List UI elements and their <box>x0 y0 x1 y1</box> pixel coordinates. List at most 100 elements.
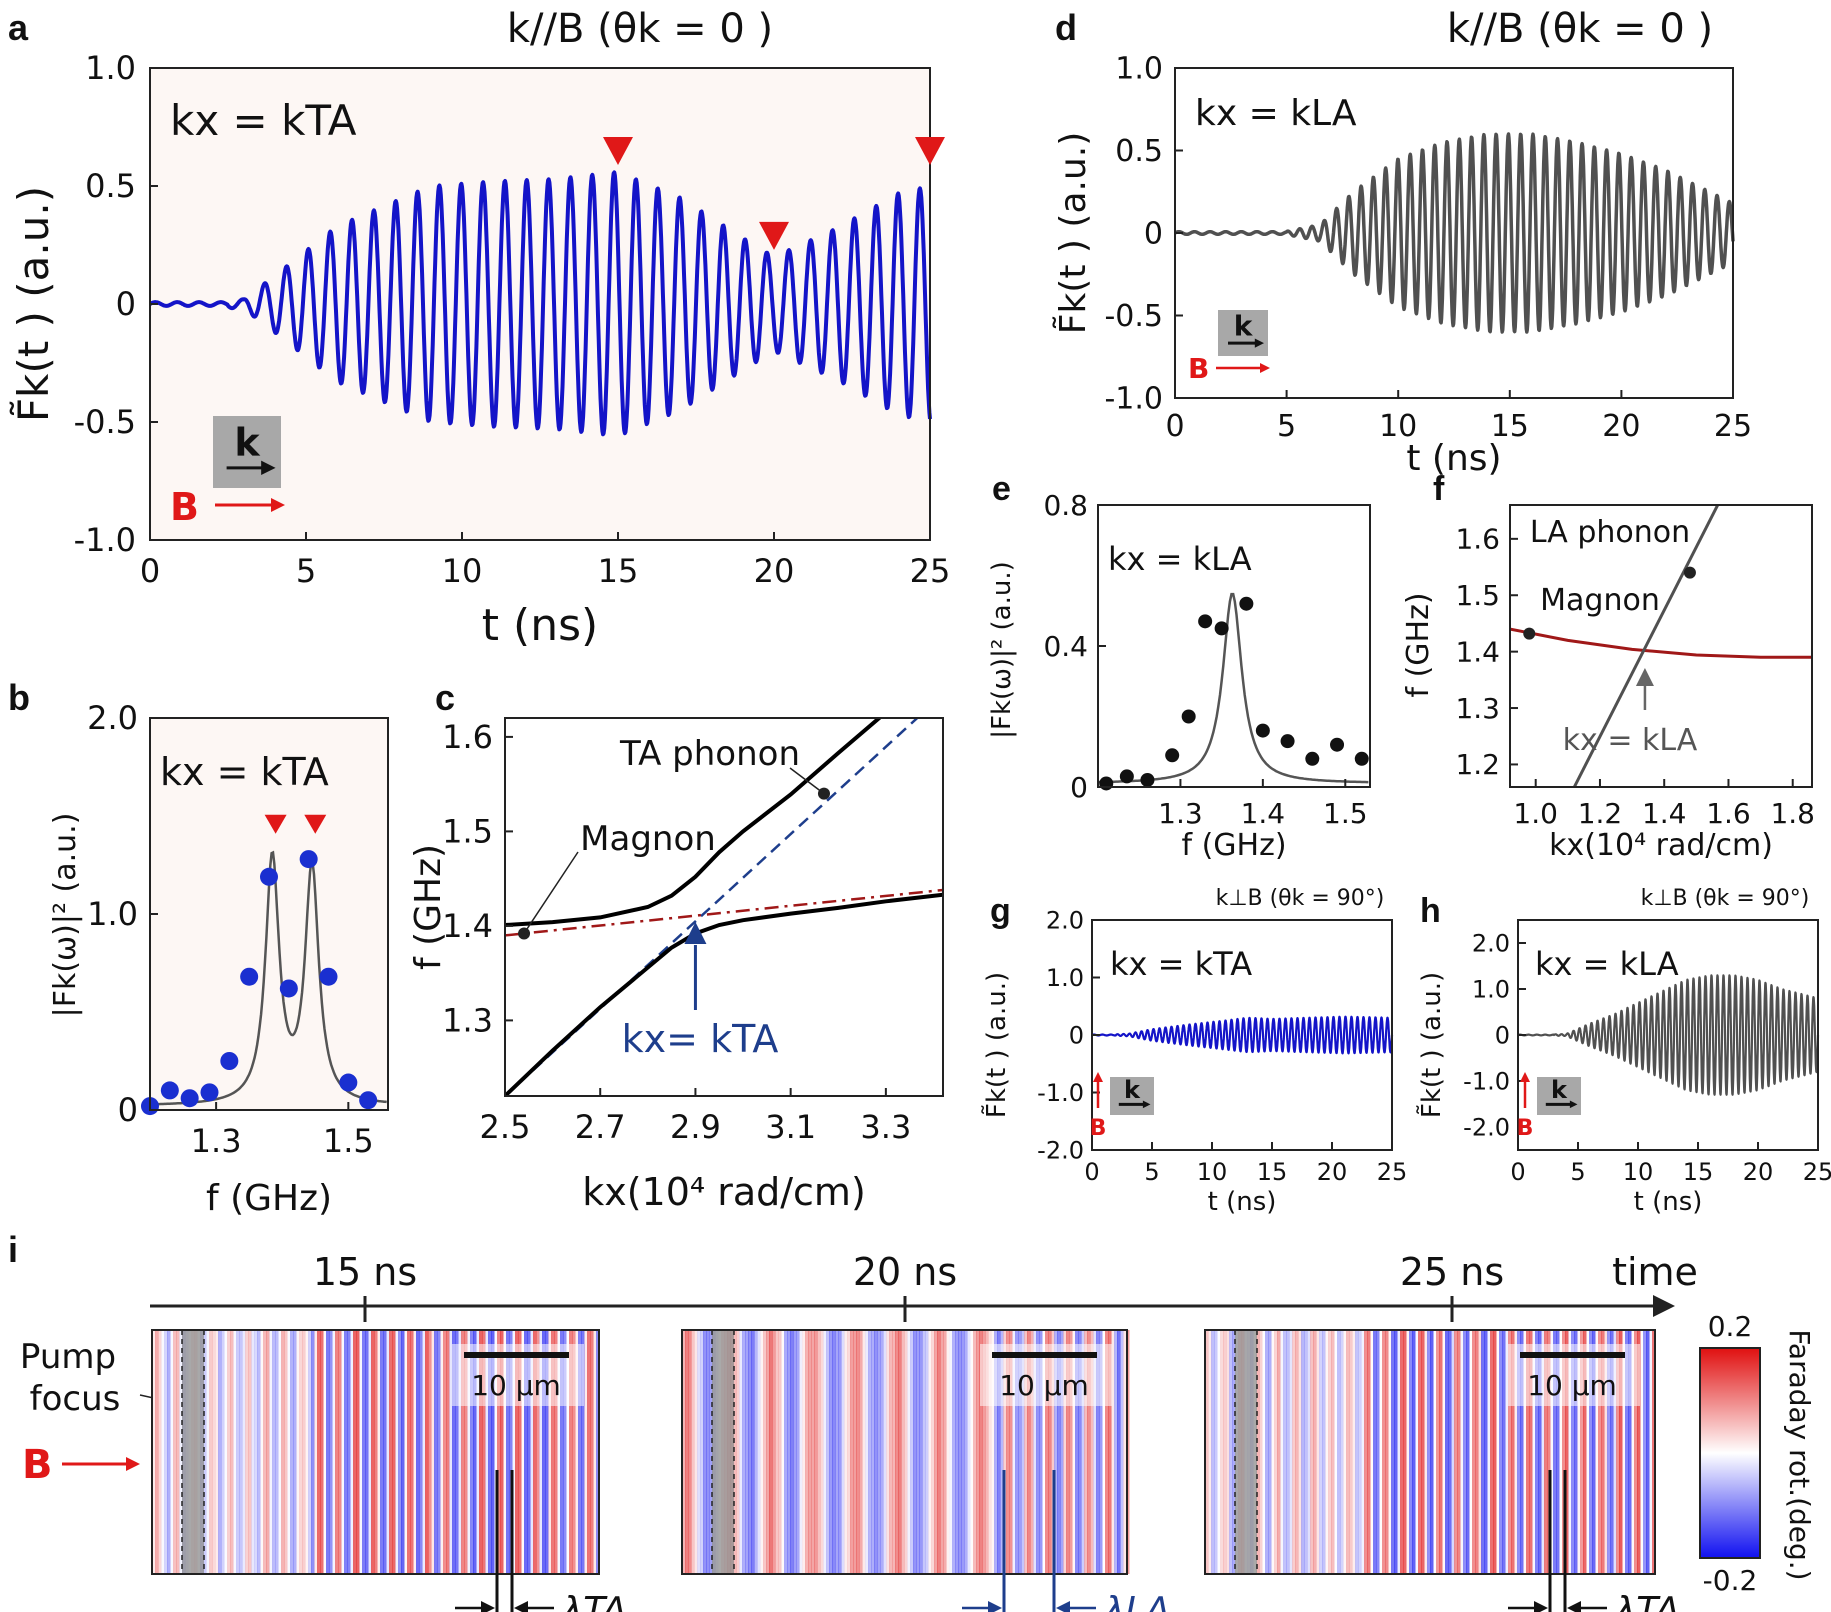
heatmap-stripe <box>248 1330 252 1574</box>
arrow-head <box>126 1457 140 1471</box>
data-point <box>1198 614 1213 629</box>
data-point <box>200 1083 219 1102</box>
heatmap-stripe <box>287 1330 291 1574</box>
heatmap-stripe <box>1580 1330 1584 1574</box>
heatmap-stripe <box>305 1330 309 1574</box>
heatmap-stripe <box>527 1330 531 1574</box>
heatmap-stripe <box>254 1330 258 1574</box>
heatmap-stripe <box>1343 1330 1347 1574</box>
data-point <box>180 1089 199 1108</box>
pump-label-1: Pump <box>20 1337 116 1377</box>
heatmap-stripe <box>383 1330 387 1574</box>
heatmap-stripe <box>1634 1330 1638 1574</box>
k-vector-box <box>1218 310 1268 356</box>
heatmap-stripe <box>1069 1330 1073 1574</box>
heatmap-stripe <box>790 1330 794 1574</box>
heatmap-stripe <box>1304 1330 1308 1574</box>
heatmap-stripe <box>1385 1330 1389 1574</box>
x-tick-label: 25 <box>910 552 951 590</box>
heatmap-stripe <box>176 1330 180 1574</box>
heatmap-stripe <box>961 1330 965 1574</box>
heatmap-stripe <box>536 1330 540 1574</box>
heatmap-stripe <box>386 1330 390 1574</box>
data-point <box>1683 566 1696 579</box>
heatmap-stripe <box>1262 1330 1266 1574</box>
data-point <box>1140 772 1155 787</box>
heatmap-stripe <box>1361 1330 1365 1574</box>
heatmap-stripe <box>245 1330 249 1574</box>
heatmap-stripe <box>275 1330 279 1574</box>
y-tick-label: 0.4 <box>1043 630 1088 663</box>
heatmap-stripe <box>1352 1330 1356 1574</box>
heatmap-stripe <box>1036 1330 1040 1574</box>
heatmap-stripe <box>1589 1330 1593 1574</box>
heatmap-stripe <box>793 1330 797 1574</box>
x-axis-label: f (GHz) <box>206 1178 332 1219</box>
data-point <box>1165 748 1180 763</box>
heatmap-stripe <box>1424 1330 1428 1574</box>
heatmap-stripe <box>1457 1330 1461 1574</box>
panel-label: f <box>1433 470 1445 508</box>
heatmap-stripe <box>1006 1330 1010 1574</box>
x-tick-label: 10 <box>1623 1158 1654 1186</box>
heatmap-stripe <box>1460 1330 1464 1574</box>
y-tick-label: -2.0 <box>1463 1113 1510 1141</box>
heatmap-stripe <box>1217 1330 1221 1574</box>
heatmap-stripe <box>904 1330 908 1574</box>
panel-label: e <box>992 470 1011 508</box>
x-tick-label: 20 <box>1602 409 1640 444</box>
heatmap-stripe <box>997 1330 1001 1574</box>
heatmap-stripe <box>212 1330 216 1574</box>
x-tick-label: 1.2 <box>1578 797 1623 830</box>
heatmap-stripe <box>703 1330 707 1574</box>
heatmap-stripe <box>1063 1330 1067 1574</box>
heatmap-stripe <box>581 1330 585 1574</box>
y-tick-label: 1.6 <box>1455 523 1500 556</box>
plot-frame <box>149 67 931 541</box>
heatmap-stripe <box>1039 1330 1043 1574</box>
k-label: k <box>1551 1076 1568 1104</box>
y-tick-label: 0 <box>118 1091 138 1129</box>
red-triangle-marker <box>264 814 287 834</box>
x-tick-label: 2.9 <box>670 1108 721 1146</box>
data-point <box>160 1081 179 1100</box>
heatmap-stripe <box>838 1330 842 1574</box>
heatmap-stripe <box>1310 1330 1314 1574</box>
heatmap-stripe <box>473 1330 477 1574</box>
panel-c: c Magnon TA phonon kx= kTA 2.5 2.7 2.9 3.1 3.3 1.… <box>408 677 944 1214</box>
annotation-kx: kx = kLA <box>1195 93 1357 134</box>
heatmap-stripe <box>1066 1330 1070 1574</box>
heatmap-stripe <box>1577 1330 1581 1574</box>
heatmap-stripe <box>179 1330 183 1574</box>
panel-label: d <box>1055 7 1077 48</box>
heatmap-stripe <box>1541 1330 1545 1574</box>
heatmap-stripe <box>1649 1330 1653 1574</box>
heatmap-stripe <box>1418 1330 1422 1574</box>
heatmap-stripe <box>1208 1330 1212 1574</box>
heatmap-stripe <box>587 1330 591 1574</box>
heatmap-stripe <box>1544 1330 1548 1574</box>
heatmap-stripe <box>1619 1330 1623 1574</box>
heatmap-stripe <box>470 1330 474 1574</box>
heatmap-stripe <box>1373 1330 1377 1574</box>
y-axis-label: |Fk(ω)|² (a.u.) <box>48 813 83 1018</box>
x-tick-label: 25 <box>1803 1158 1831 1186</box>
data-point <box>1099 776 1114 791</box>
y-axis-label: |Fk(ω)|² (a.u.) <box>987 561 1017 739</box>
heatmap-stripe <box>1045 1330 1049 1574</box>
heatmap-stripe <box>967 1330 971 1574</box>
y-tick-label: 0 <box>1144 217 1163 252</box>
signal-trace <box>1517 974 1820 1096</box>
pump-focus-band <box>712 1330 734 1574</box>
x-tick-label: 20 <box>1317 1158 1348 1186</box>
heatmap-stripe <box>970 1330 974 1574</box>
y-tick-label: 0.5 <box>1115 134 1163 169</box>
heatmap-stripe <box>1072 1330 1076 1574</box>
heatmap-stripe <box>1616 1330 1620 1574</box>
data-point <box>1330 737 1345 752</box>
plot-frame <box>1517 919 1819 1151</box>
heatmap-stripe <box>1030 1330 1034 1574</box>
annotation-kx: kx = kLA <box>1108 540 1252 578</box>
dispersion-curve <box>505 892 943 1096</box>
time-tick-label: 15 ns <box>313 1250 417 1294</box>
